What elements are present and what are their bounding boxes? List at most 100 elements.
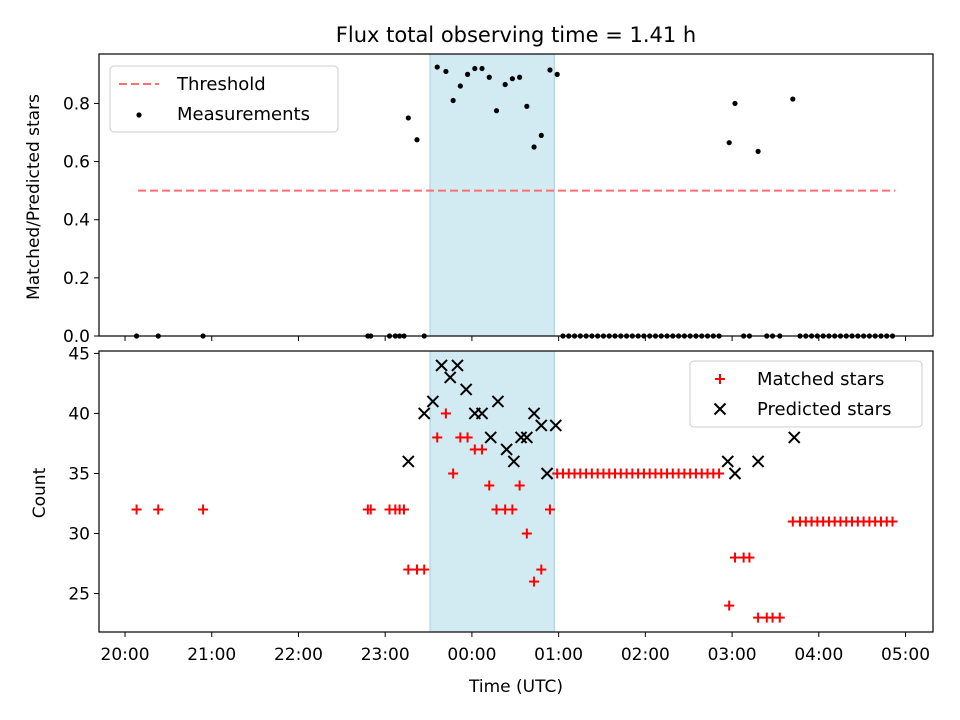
bottom-legend: Matched stars Predicted stars [689,360,923,428]
measurement-point [443,68,449,75]
predicted-star-point-b [418,407,431,420]
predicted-star-point [520,431,534,444]
chart-title: Flux total observing time = 1.41 h [336,23,696,47]
measurement-point [405,115,411,121]
legend-predicted-label: Predicted stars [757,399,891,420]
measurement-point [479,65,485,72]
predicted-star-point [491,395,505,408]
predicted-star-point-b [491,395,505,408]
matched-star-point [544,504,555,515]
predicted-star-point [484,431,497,444]
matched-star-point [403,564,414,575]
bottom-legend-box [689,360,923,428]
predicted-star-point-b [459,383,473,396]
x-tick-label: 02:00 [621,645,670,665]
predicted-star-point [426,395,440,408]
measurement-point [732,100,738,107]
measurement-point [493,108,500,114]
bottom-axes-frame [98,350,934,633]
predicted-star-point [402,455,415,468]
x-tick-label: 01:00 [534,645,583,665]
predicted-star-point [507,455,521,468]
bottom-y-tick-label: 35 [68,464,90,484]
matched-star-point [440,408,451,419]
measurement-point [414,137,420,143]
top-panel: 0.0 0.2 0.4 0.6 0.8 Threshold Measurements [63,53,934,347]
top-y-tick-label: 0.6 [63,153,90,173]
matched-star-point [432,432,443,443]
matched-star-point [536,564,547,575]
matched-star-point [514,480,525,491]
measurement-point [486,74,492,80]
predicted-star-point [549,419,562,432]
predicted-star-point [540,467,554,480]
predicted-star-point-b [451,359,464,372]
predicted-star-point [475,407,489,420]
matched-star-point [198,504,209,515]
matched-star-point [753,612,764,623]
predicted-star-point [728,467,742,480]
measurement-point [755,148,761,154]
matched-star-point [153,504,164,515]
x-axis-label: Time (UTC) [468,677,563,697]
measurement-point [472,65,478,72]
predicted-star-point [751,455,765,468]
measurement-point [547,67,553,73]
predicted-star-point-b [514,431,528,444]
predicted-star-point [788,431,801,444]
x-tick-label: 23:00 [361,645,410,665]
x-tick-label: 21:00 [187,645,236,665]
measurement-point [517,74,523,80]
measurement-point [450,97,456,104]
legend-measurements-swatch [136,112,142,118]
bottom-y-tick-label: 45 [68,344,90,364]
x-tick-label: 22:00 [274,645,323,665]
legend-matched-label: Matched stars [757,369,884,390]
legend-measurements-label: Measurements [177,104,310,125]
bottom-panel: 25 30 35 40 45 20:00 21:00 22:00 23:00 00:00 01:00… [68,344,934,665]
measurement-point [538,132,544,139]
predicted-star-point-b [475,407,489,420]
matched-star-point [529,576,540,587]
predicted-star-point [418,407,431,420]
predicted-star-point-b [728,467,742,480]
measurement-point [509,76,515,82]
matched-star-point [477,444,488,455]
predicted-star-point [459,383,473,396]
top-y-tick-label: 0.2 [63,269,90,289]
x-tick-label: 04:00 [794,645,843,665]
matched-star-point [462,432,473,443]
predicted-star-point-b [426,395,440,408]
predicted-star-point-b [402,455,415,468]
bottom-y-tick-label: 30 [68,525,90,545]
bottom-y-tick-label: 40 [68,404,90,424]
bottom-shaded-interval [429,350,555,633]
x-tick-label: 20:00 [101,645,150,665]
predicted-star-point-b [535,419,548,432]
measurement-point [524,103,530,109]
measurement-point [464,71,471,77]
predicted-star-point-b [484,431,497,444]
measurement-point [457,83,463,89]
bottom-y-tick-label: 25 [68,585,90,605]
top-y-axis-label: Matched/Predicted stars [24,94,44,300]
predicted-star-point-b [507,455,521,468]
matched-star-point [491,504,502,515]
top-y-tick-label: 0.0 [63,327,90,347]
bottom-y-axis-label: Count [30,467,50,518]
x-tick-label: 03:00 [708,645,757,665]
predicted-star-point-b [444,371,457,384]
predicted-star-point-b [721,455,734,468]
predicted-star-point [451,359,464,372]
matched-star-point [448,468,459,479]
predicted-star-point [444,371,457,384]
predicted-star-point-b [540,467,554,480]
top-y-tick-label: 0.8 [63,94,90,114]
x-tick-label: 05:00 [881,645,930,665]
predicted-star-point [535,419,548,432]
matched-star-point [521,528,532,539]
predicted-star-point [721,455,734,468]
measurement-point [726,140,732,146]
top-legend: Threshold Measurements [109,65,339,133]
